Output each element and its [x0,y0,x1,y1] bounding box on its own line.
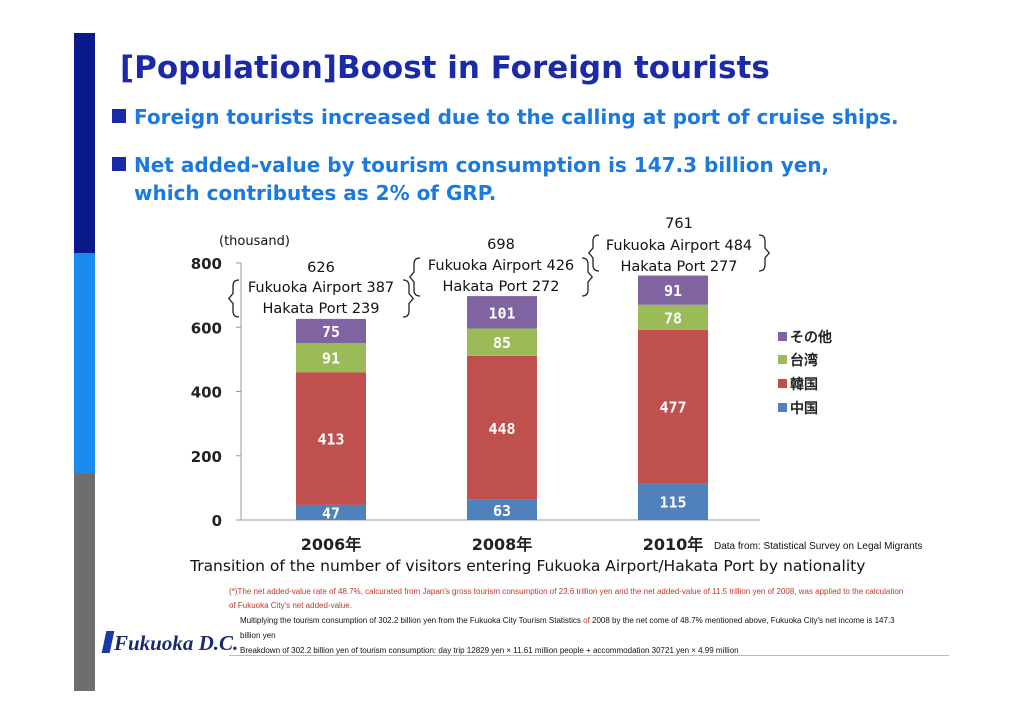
footnote-line1: (*)The net added-value rate of 48.7%, ca… [229,587,904,596]
bar-segment [638,483,708,520]
data-label: 91 [322,350,340,368]
footnote-calc-of: of [583,616,590,625]
annotation-airport: Fukuoka Airport 484 [606,238,752,254]
bar-segment [467,328,537,356]
data-label: 63 [493,502,511,520]
annotation-total: 761 [665,216,693,232]
annotation-bracket-right [581,257,594,297]
data-label: 47 [322,504,340,522]
bullet-net-added-value: Net added-value by tourism consumption i… [112,151,829,207]
annotation-airport: Fukuoka Airport 387 [248,280,394,296]
legend-swatch [778,332,787,341]
data-label: 115 [659,494,686,512]
footnote-calculation: Multiplying the tourism consumption of 3… [240,616,895,625]
annotation-bracket-right [402,279,415,318]
bullet-cruise-ships: Foreign tourists increased due to the ca… [112,103,899,131]
footnote-breakdown: Breakdown of 302.2 billion yen of touris… [240,646,739,655]
x-tick-label: 2008年 [472,535,533,554]
legend-label: その他 [790,329,832,346]
y-tick-label: 400 [191,384,222,402]
footnote-calc-line2: billion yen [240,631,276,640]
data-label: 413 [317,431,344,449]
bar-segment [467,355,537,500]
legend-swatch [778,403,787,412]
bar-segment [296,342,366,373]
company-logo: Fukuoka D.C. [101,631,239,656]
data-label: 78 [664,309,682,327]
y-tick-label: 200 [191,448,222,466]
x-tick-label: 2010年 [643,535,704,554]
y-unit-label: (thousand) [219,234,290,249]
bar-segment [638,304,708,330]
annotation-bracket-left [408,257,421,297]
footnote-calc-part2: 2008 by the net come of 48.7% mentioned … [589,616,895,625]
data-label: 101 [488,304,515,322]
x-tick-label: 2006年 [301,535,362,554]
annotation-bracket-left [587,234,600,272]
logo-text: Fukuoka D.C. [114,631,239,655]
bullet-square-icon [112,109,126,123]
bar-segment [467,499,537,520]
legend-label: 中国 [790,400,818,417]
data-label: 85 [493,334,511,352]
data-source: Data from: Statistical Survey on Legal M… [714,541,923,552]
y-tick-label: 0 [212,512,222,530]
legend-label: 韓国 [790,376,818,393]
legend-swatch [778,379,787,388]
annotation-port: Hakata Port 239 [262,301,379,317]
data-label: 75 [322,323,340,341]
footnote-line2: of Fukuoka City's net added-value. [229,601,352,610]
data-label: 448 [488,420,515,438]
y-tick-label: 800 [191,255,222,273]
bar-segment [467,296,537,329]
legend-label: 台湾 [790,352,818,369]
annotation-port: Hakata Port 277 [620,259,737,275]
data-label: 91 [664,282,682,300]
logo-mark-icon [101,631,115,653]
bar-segment [638,275,708,305]
y-tick-label: 600 [191,319,222,337]
annotation-total: 626 [307,260,335,276]
footnote-calc-part1: Multiplying the tourism consumption of 3… [240,616,584,625]
annotation-port: Hakata Port 272 [442,279,559,295]
annotation-total: 698 [487,237,515,253]
bullet-text-line2: which contributes as 2% of GRP. [134,181,497,205]
legend-swatch [778,355,787,364]
footnote-divider [229,655,949,656]
annotation-bracket-right [758,234,771,272]
sidebar-accent-middle [74,253,95,473]
chart-caption: Transition of the number of visitors ent… [190,557,866,575]
annotation-bracket-left [227,279,240,318]
sidebar-accent-top [74,33,95,253]
bar-segment [296,318,366,343]
data-label: 477 [659,398,686,416]
bar-segment [638,329,708,484]
bullet-text-line1: Net added-value by tourism consumption i… [134,153,830,177]
bullet-square-icon [112,157,126,171]
sidebar-accent-bottom [74,473,95,691]
annotation-airport: Fukuoka Airport 426 [428,258,574,274]
bar-segment [296,504,366,520]
bullet-text: Foreign tourists increased due to the ca… [134,105,899,129]
bar-segment [296,372,366,505]
slide-title: [Population]Boost in Foreign tourists [120,50,770,86]
